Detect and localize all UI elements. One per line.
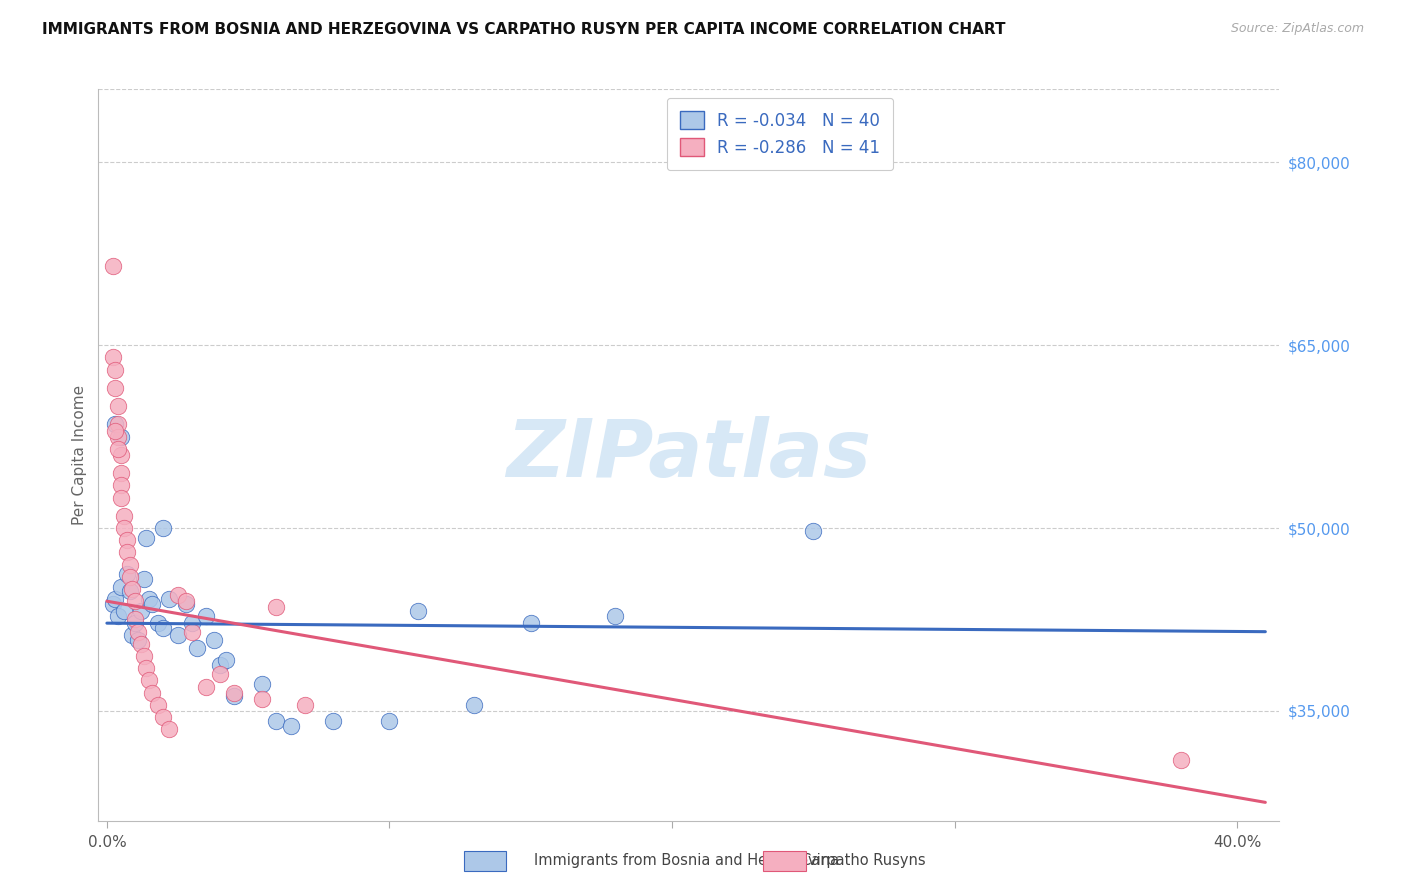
Point [266,600,288,615]
Text: Source: ZipAtlas.com: Source: ZipAtlas.com [1230,22,1364,36]
Point [129,604,152,618]
Point [104,381,127,395]
Point [121,628,143,642]
Point [1170,753,1192,767]
Point [110,491,132,505]
Point [166,588,188,602]
Point [135,531,157,545]
Point [208,667,231,681]
Point [124,616,146,631]
Y-axis label: Per Capita Income: Per Capita Income [72,384,87,525]
Point [180,624,202,639]
Point [519,616,541,631]
Text: IMMIGRANTS FROM BOSNIA AND HERZEGOVINA VS CARPATHO RUSYN PER CAPITA INCOME CORRE: IMMIGRANTS FROM BOSNIA AND HERZEGOVINA V… [42,22,1005,37]
Point [115,533,138,548]
Point [138,591,160,606]
Point [280,718,302,732]
Point [101,597,124,611]
Point [801,524,824,538]
Point [252,677,274,691]
Point [214,653,236,667]
Point [152,710,174,724]
Point [107,399,129,413]
Point [180,616,202,631]
Point [463,698,485,712]
Point [124,613,146,627]
Point [110,430,132,444]
Point [115,567,138,582]
Text: Carpatho Rusyns: Carpatho Rusyns [801,854,927,868]
Point [104,362,127,376]
Point [112,521,135,535]
Text: ZIPatlas: ZIPatlas [506,416,872,494]
Point [152,521,174,535]
Point [104,591,127,606]
Point [406,604,429,618]
Point [127,624,149,639]
Point [174,594,197,608]
Point [141,597,163,611]
Text: Immigrants from Bosnia and Herzegovina: Immigrants from Bosnia and Herzegovina [534,854,839,868]
Point [222,690,245,704]
Point [322,714,344,728]
Point [118,570,141,584]
Point [141,686,163,700]
Point [127,633,149,648]
Point [107,608,129,623]
Point [107,417,129,432]
Point [146,698,169,712]
Point [135,661,157,675]
Point [110,448,132,462]
Legend: R = -0.034   N = 40, R = -0.286   N = 41: R = -0.034 N = 40, R = -0.286 N = 41 [666,97,893,169]
Point [104,424,127,438]
Point [124,594,146,608]
Point [294,698,316,712]
Point [157,591,180,606]
Point [112,508,135,523]
Point [129,637,152,651]
Point [605,608,627,623]
Point [110,467,132,481]
Point [107,442,129,456]
Point [194,680,217,694]
Point [186,640,208,655]
Point [266,714,288,728]
Point [138,673,160,688]
Point [378,714,401,728]
Point [115,545,138,559]
Point [112,604,135,618]
Point [107,430,129,444]
Point [110,580,132,594]
Point [222,686,245,700]
Point [121,582,143,596]
Point [146,616,169,631]
Point [101,351,124,365]
Point [152,621,174,635]
Point [118,558,141,572]
Point [118,584,141,599]
Point [208,657,231,672]
Point [157,723,180,737]
Point [252,691,274,706]
Point [132,572,155,586]
Point [110,478,132,492]
Point [166,628,188,642]
Point [104,417,127,432]
Point [101,259,124,273]
Point [132,649,155,664]
Point [202,633,225,648]
Point [174,597,197,611]
Point [194,608,217,623]
